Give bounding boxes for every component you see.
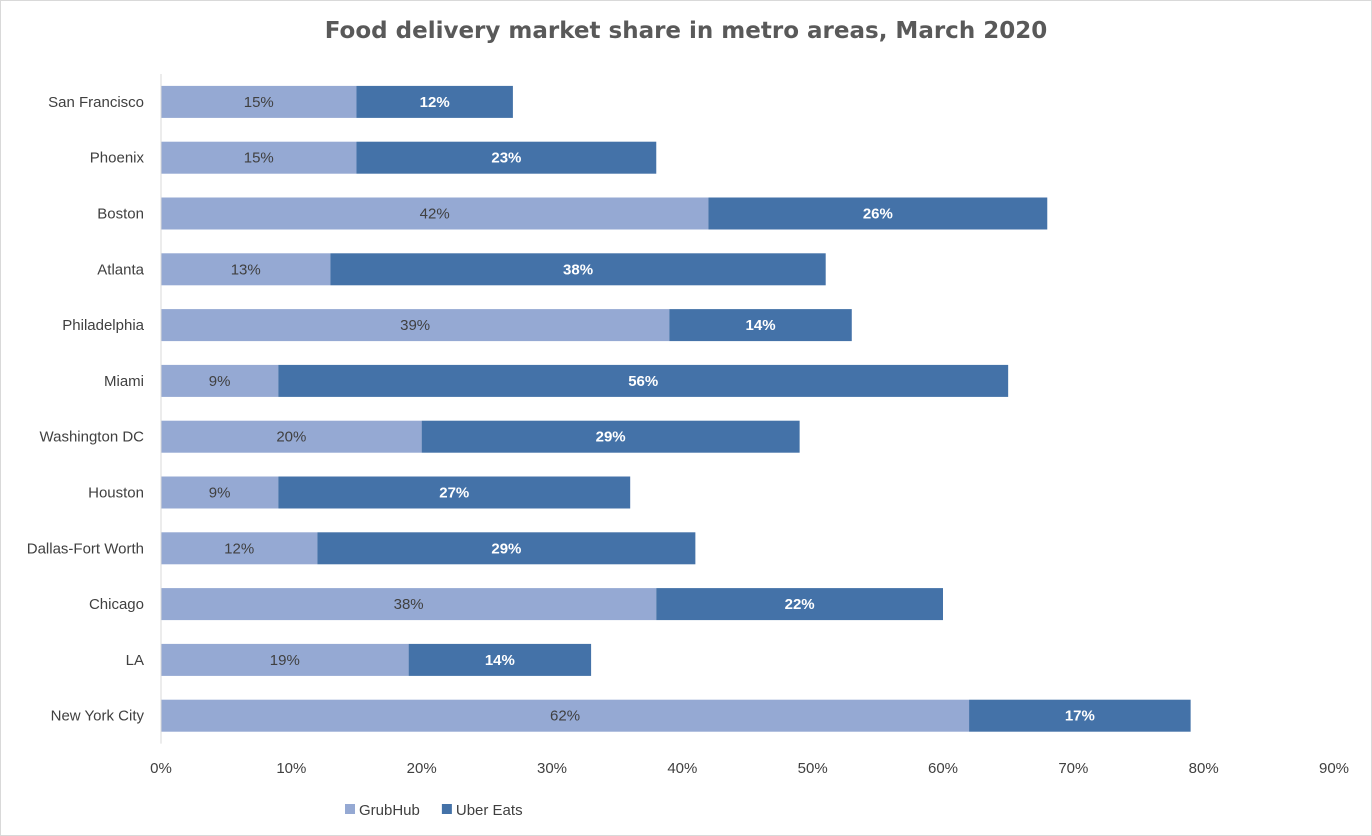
x-tick-label: 0%: [150, 760, 172, 777]
x-tick-label: 30%: [537, 760, 567, 777]
data-labels: 15% 12% 15% 23% 42% 26% 13% 38% 39% 14% 9% 56% 20% 29…: [209, 94, 1095, 725]
x-tick-label: 60%: [928, 760, 958, 777]
x-tick-label: 20%: [407, 760, 437, 777]
bar-uber-eats: [656, 588, 943, 621]
category-label: Chicago: [89, 596, 144, 613]
legend-label: GrubHub: [359, 802, 420, 819]
bar-grubhub: [161, 309, 670, 342]
category-label: New York City: [51, 708, 145, 725]
x-tick-label: 70%: [1058, 760, 1088, 777]
category-label: Houston: [88, 485, 144, 502]
x-tick-label: 10%: [276, 760, 306, 777]
data-label: 15%: [244, 94, 274, 111]
data-label: 38%: [394, 596, 424, 613]
data-label: 27%: [439, 485, 469, 502]
data-label: 14%: [485, 652, 515, 669]
data-label: 23%: [491, 150, 521, 167]
data-label: 29%: [596, 429, 626, 446]
bar-uber-eats: [708, 197, 1048, 230]
bar-uber-eats: [421, 420, 800, 453]
bar-uber-eats: [356, 141, 657, 174]
bar-grubhub: [161, 197, 709, 230]
data-label: 26%: [863, 206, 893, 223]
bar-grubhub: [161, 85, 357, 118]
data-label: 14%: [746, 317, 776, 334]
bar-uber-eats: [356, 85, 513, 118]
category-label: Phoenix: [90, 150, 145, 167]
data-label: 9%: [209, 373, 231, 390]
data-label: 9%: [209, 485, 231, 502]
data-label: 38%: [563, 261, 593, 278]
category-label: San Francisco: [48, 94, 144, 111]
data-label: 39%: [400, 317, 430, 334]
x-tick-label: 50%: [798, 760, 828, 777]
data-label: 12%: [224, 540, 254, 557]
category-label: Atlanta: [97, 261, 144, 278]
bar-grubhub: [161, 699, 970, 732]
category-label: Boston: [97, 206, 144, 223]
category-labels: San Francisco Phoenix Boston Atlanta Philade…: [27, 94, 145, 725]
data-label: 13%: [231, 261, 261, 278]
category-label: LA: [126, 652, 144, 669]
x-axis-ticks: 0% 10% 20% 30% 40% 50% 60% 70% 80% 90%: [150, 760, 1349, 777]
bar-uber-eats: [317, 532, 696, 565]
x-tick-label: 90%: [1319, 760, 1349, 777]
chart-title: Food delivery market share in metro area…: [324, 18, 1048, 44]
bar-uber-eats: [408, 643, 592, 676]
bar-uber-eats: [330, 253, 826, 286]
bar-grubhub: [161, 532, 318, 565]
data-label: 42%: [420, 206, 450, 223]
data-label: 17%: [1065, 708, 1095, 725]
data-label: 29%: [491, 540, 521, 557]
data-label: 20%: [276, 429, 306, 446]
bar-uber-eats: [669, 309, 852, 342]
bar-grubhub: [161, 253, 331, 286]
data-label: 15%: [244, 150, 274, 167]
data-label: 56%: [628, 373, 658, 390]
category-label: Washington DC: [40, 429, 145, 446]
bars: [161, 85, 1191, 732]
legend-swatch: [345, 804, 355, 814]
category-label: Miami: [104, 373, 144, 390]
legend-swatch: [441, 804, 452, 814]
data-label: 62%: [550, 708, 580, 725]
bar-uber-eats: [969, 699, 1191, 732]
bar-grubhub: [161, 588, 657, 621]
bar-uber-eats: [278, 364, 1009, 397]
bar-grubhub: [161, 643, 409, 676]
legend-label: Uber Eats: [456, 802, 523, 819]
bar-grubhub: [161, 364, 279, 397]
data-label: 12%: [420, 94, 450, 111]
category-label: Philadelphia: [62, 317, 144, 334]
bar-grubhub: [161, 420, 422, 453]
bar-grubhub: [161, 141, 357, 174]
data-label: 22%: [785, 596, 815, 613]
x-tick-label: 40%: [667, 760, 697, 777]
data-label: 19%: [270, 652, 300, 669]
legend: GrubHub Uber Eats: [345, 802, 523, 819]
bar-grubhub: [161, 476, 279, 509]
category-label: Dallas-Fort Worth: [27, 540, 144, 557]
x-tick-label: 80%: [1189, 760, 1219, 777]
bar-uber-eats: [278, 476, 631, 509]
